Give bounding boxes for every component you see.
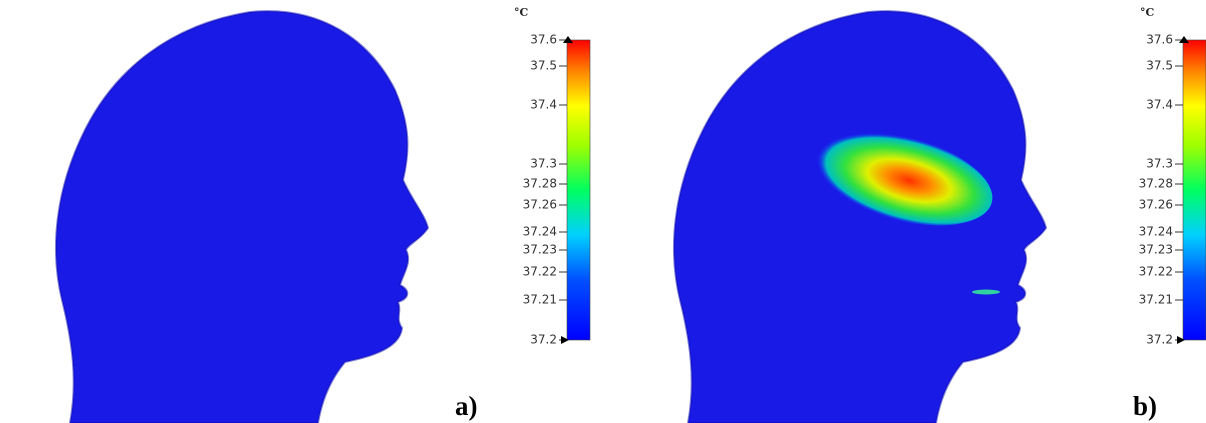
tick-label: 37.28 [1139, 177, 1173, 191]
colorbar [567, 40, 590, 340]
figure: °C 37.6 37.5 37.4 37.3 37.28 37.26 37.24 37.23 37… [0, 0, 1206, 423]
colorbar [1183, 40, 1206, 340]
colorbar-unit: °C [1140, 6, 1155, 19]
tick-label: 37.22 [523, 265, 557, 279]
tick-label: 37.4 [1146, 98, 1173, 112]
tick-label: 37.22 [1139, 265, 1173, 279]
tick-label: 37.5 [1146, 59, 1173, 73]
tick-label: 37.23 [1139, 243, 1173, 257]
tick-label: 37.21 [523, 293, 557, 307]
head-a [56, 11, 428, 423]
head-b [674, 11, 1046, 423]
panel-label: a) [455, 391, 478, 421]
tick-label: 37.6 [1146, 33, 1173, 47]
tick-label: 37.3 [1146, 157, 1173, 171]
colorbar-unit: °C [514, 6, 529, 19]
tick-label: 37.26 [523, 198, 557, 212]
tick-label: 37.5 [530, 59, 557, 73]
tick-label: 37.4 [530, 98, 557, 112]
tick-label: 37.23 [523, 243, 557, 257]
tick-label: 37.2 [1146, 333, 1173, 347]
tick-label: 37.3 [530, 157, 557, 171]
tick-label: 37.21 [1139, 293, 1173, 307]
tick-label: 37.24 [1139, 225, 1173, 239]
tick-label: 37.2 [530, 333, 557, 347]
panel-label: b) [1133, 391, 1157, 421]
tick-label: 37.28 [523, 177, 557, 191]
hotspot-lip [972, 290, 1000, 295]
tick-label: 37.26 [1139, 198, 1173, 212]
tick-label: 37.24 [523, 225, 557, 239]
tick-label: 37.6 [530, 33, 557, 47]
